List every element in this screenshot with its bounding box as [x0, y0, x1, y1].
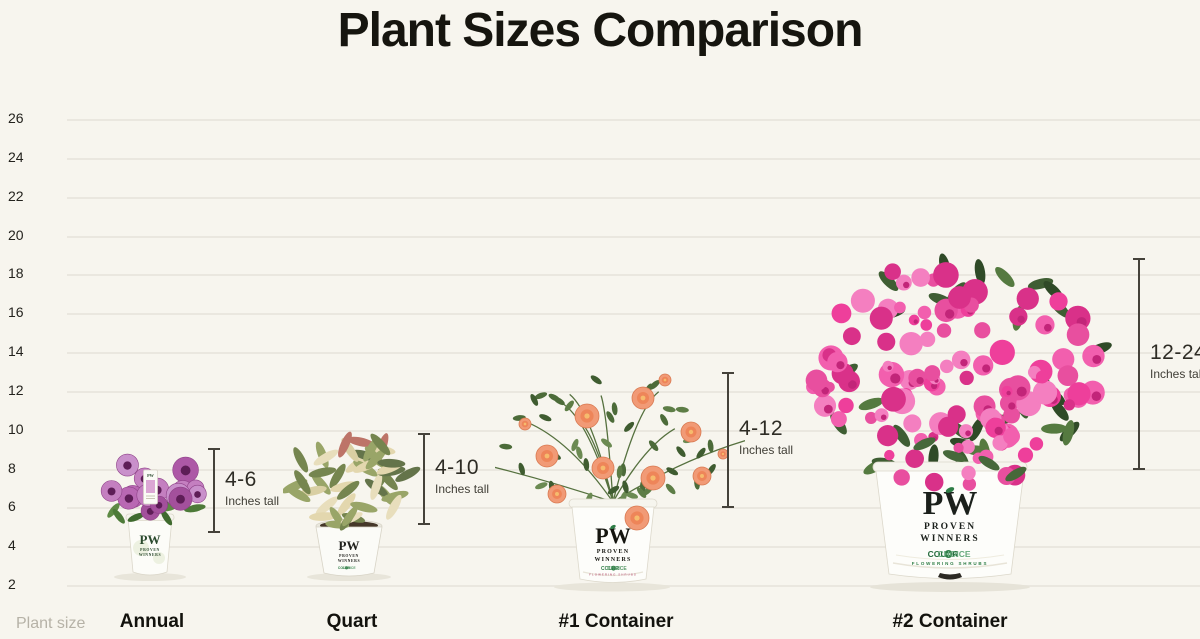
gridline [67, 274, 1200, 277]
gridline [67, 196, 1200, 199]
weigela-foliage-front [913, 437, 1027, 482]
pw-leaf-icon [610, 524, 616, 530]
colorchoice-leaf-icon [611, 565, 616, 571]
pot-brand-initials: PW [140, 532, 161, 547]
range-text: 4-6 [225, 467, 257, 491]
pot-brand-line2: WINNERS [920, 534, 979, 544]
gridline [67, 119, 1200, 121]
quart-pot: PW PROVEN WINNERS COLOR CHOICE [315, 519, 383, 577]
category-label-4: #2 Container [892, 611, 1008, 632]
y-tick-label: 22 [8, 187, 24, 204]
height-range-label-4: 12-24 Inches tall [1150, 341, 1200, 381]
container2-pot: PW PROVEN WINNERS COLOR CHOICE FLOWERING… [872, 461, 1028, 580]
pot-colorchoice-choice: CHOICE [937, 549, 970, 559]
measurement-bracket-3 [722, 372, 734, 508]
tag-brand-initials: PW [147, 473, 155, 478]
range-unit-text: Inches tall [225, 493, 280, 508]
pot-shadow [307, 573, 391, 581]
container1-plant-illustration: PW PROVEN WINNERS COLOR CHOICE FLOWERING… [495, 373, 745, 592]
category-label-1: Annual [119, 611, 185, 632]
pot-brand-line2: WINNERS [139, 553, 161, 557]
y-tick-label: 12 [8, 381, 24, 398]
range-text: 12-24 [1150, 341, 1200, 364]
container2-plant-illustration: PW PROVEN WINNERS COLOR CHOICE FLOWERING… [805, 253, 1112, 592]
pot-brand-line1: PROVEN [597, 549, 630, 555]
y-tick-label: 8 [8, 459, 16, 476]
y-tick-label: 14 [8, 343, 24, 359]
pot-brand-initials: PW [339, 538, 360, 553]
range-unit-text: Inches tall [435, 482, 490, 496]
gridline [67, 352, 1200, 354]
pot-brand-line2: WINNERS [594, 557, 631, 563]
pot-shrubs-line: FLOWERING SHRUBS [589, 573, 637, 577]
y-tick-label: 16 [8, 304, 24, 321]
pot-colorchoice-color: COLOR [338, 566, 351, 570]
quart-foliage-front [325, 506, 366, 531]
y-tick-label: 18 [8, 265, 24, 282]
gridline [67, 157, 1200, 160]
y-tick-label: 10 [8, 420, 24, 437]
range-unit-text: Inches tall [1150, 367, 1200, 381]
rose-flowers [518, 373, 729, 531]
quart-foliage [283, 431, 421, 521]
pot-shadow [554, 582, 670, 592]
pot-brand-line2: WINNERS [338, 559, 360, 563]
pot-shadow [870, 582, 1030, 592]
y-tick-label: 6 [8, 498, 16, 515]
rose-stems [495, 391, 745, 503]
pot-shadow [114, 573, 186, 581]
category-label-3: #1 Container [558, 611, 674, 632]
gridline [67, 313, 1200, 316]
page-title: Plant Sizes Comparison [337, 4, 864, 57]
category-label-2: Quart [326, 611, 378, 632]
y-tick-label: 2 [8, 576, 16, 592]
range-text: 4-12 [739, 417, 784, 440]
y-tick-label: 24 [8, 148, 24, 165]
annual-plant-illustration: PW PROVEN WINNERS PW [100, 453, 207, 581]
colorchoice-leaf-icon [344, 566, 349, 570]
height-range-label-2: 4-10 Inches tall [435, 456, 489, 496]
pot-shrubs-line: FLOWERING SHRUBS [912, 561, 989, 566]
height-range-label-1: 4-6 Inches tall [225, 468, 279, 508]
annual-pot: PW PROVEN WINNERS [125, 513, 175, 576]
pot-colorchoice-color: COLOR [928, 549, 959, 559]
pot-brand-line1: PROVEN [339, 554, 359, 558]
pw-leaf-icon [945, 487, 955, 493]
range-text: 4-10 [435, 456, 480, 479]
pot-colorchoice-choice: CHOICE [607, 566, 627, 572]
y-tick-label: 26 [8, 110, 24, 126]
pot-brand-line1: PROVEN [140, 548, 160, 552]
gridline [67, 235, 1200, 238]
range-unit-text: Inches tall [739, 443, 794, 457]
y-tick-label: 20 [8, 226, 24, 243]
plant-tag: PW [143, 469, 158, 505]
y-tick-label: 4 [8, 537, 16, 554]
pot-colorchoice-choice: CHOICE [342, 566, 356, 570]
weigela-flowers [805, 262, 1105, 492]
measurement-bracket-1 [208, 448, 220, 533]
gridline [67, 429, 1200, 432]
measurement-bracket-2 [418, 433, 430, 525]
height-range-label-3: 4-12 Inches tall [739, 417, 793, 457]
pot-brand-line1: PROVEN [924, 522, 976, 532]
quart-plant-illustration: PW PROVEN WINNERS COLOR CHOICE [283, 431, 421, 581]
measurement-bracket-4 [1133, 258, 1145, 470]
pot-colorchoice-color: COLOR [601, 566, 619, 572]
x-axis-label: Plant size [16, 615, 86, 632]
